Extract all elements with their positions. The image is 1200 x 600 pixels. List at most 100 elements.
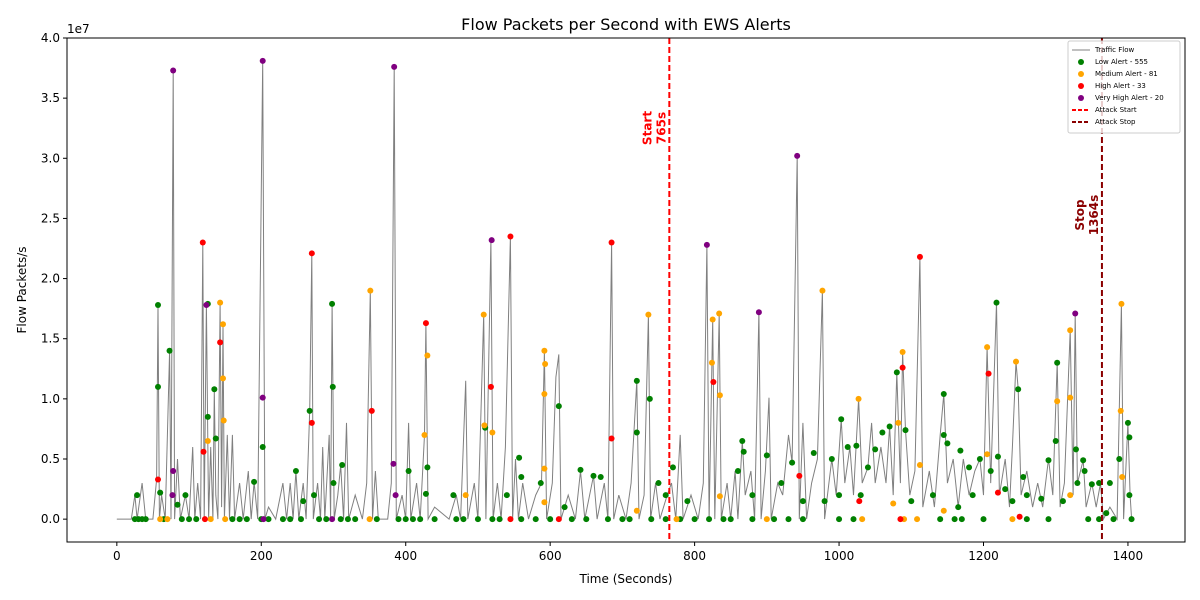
alert-point <box>1052 437 1059 444</box>
alert-point <box>734 468 741 475</box>
alert-point <box>929 492 936 499</box>
alert-point <box>810 449 817 456</box>
alert-point <box>985 370 992 377</box>
legend-label: Attack Start <box>1095 106 1137 114</box>
alert-point <box>838 416 845 423</box>
alert-point <box>844 443 851 450</box>
alert-point <box>655 480 662 487</box>
alert-point <box>951 516 958 523</box>
alert-point <box>955 504 962 511</box>
alert-point <box>207 516 214 523</box>
alert-point <box>853 442 860 449</box>
alert-point <box>646 395 653 402</box>
alert-point <box>619 516 626 523</box>
alert-point <box>352 516 359 523</box>
alert-point <box>662 492 669 499</box>
alert-point <box>1128 516 1135 523</box>
alert-point <box>966 464 973 471</box>
alert-point <box>645 311 652 318</box>
alert-point <box>417 516 424 523</box>
alert-point <box>306 407 313 414</box>
alert-point <box>186 516 193 523</box>
alert-point <box>703 241 710 248</box>
alert-point <box>182 492 189 499</box>
legend-swatch <box>1078 95 1084 101</box>
x-tick-label: 1400 <box>1113 549 1144 563</box>
alert-point <box>1038 495 1045 502</box>
alert-point <box>518 474 525 481</box>
y-offset-label: 1e7 <box>67 22 90 36</box>
alert-point <box>785 516 792 523</box>
alert-point <box>709 316 716 323</box>
alert-point <box>1080 457 1087 464</box>
alert-point <box>893 369 900 376</box>
alert-point <box>496 516 503 523</box>
x-tick-label: 1200 <box>968 549 999 563</box>
alert-point <box>367 287 374 294</box>
alert-point <box>994 453 1001 460</box>
alert-point <box>405 468 412 475</box>
alert-point <box>1103 510 1110 517</box>
alert-point <box>1054 359 1061 366</box>
alert-point <box>1015 386 1022 393</box>
alert-point <box>259 57 266 64</box>
alert-point <box>1085 516 1092 523</box>
x-tick-label: 200 <box>250 549 273 563</box>
x-tick-label: 400 <box>394 549 417 563</box>
alert-point <box>169 492 176 499</box>
alert-point <box>836 492 843 499</box>
alert-point <box>755 309 762 316</box>
alert-point <box>178 516 185 523</box>
alert-point <box>487 383 494 390</box>
alert-point <box>568 516 575 523</box>
alert-point <box>940 431 947 438</box>
alert-point <box>1059 498 1066 505</box>
legend-swatch <box>1078 71 1084 77</box>
alert-point <box>1020 474 1027 481</box>
alert-point <box>555 403 562 410</box>
alert-point <box>450 492 457 499</box>
alert-point <box>292 468 299 475</box>
alert-point <box>329 383 336 390</box>
alert-point <box>890 500 897 507</box>
alert-point <box>474 516 481 523</box>
alert-point <box>1009 516 1016 523</box>
alert-point <box>763 516 770 523</box>
alert-point <box>193 516 200 523</box>
legend-box <box>1067 40 1181 134</box>
legend-label: High Alert - 33 <box>1095 82 1146 90</box>
legend-swatch <box>1078 83 1084 89</box>
alert-point <box>555 516 562 523</box>
alert-point <box>940 391 947 398</box>
attack-label: 1364s <box>1087 195 1101 236</box>
alert-point <box>673 516 680 523</box>
alert-point <box>222 516 229 523</box>
plot-frame <box>66 37 1186 543</box>
alert-point <box>541 347 548 354</box>
alert-point <box>749 516 756 523</box>
alert-point <box>532 516 539 523</box>
alert-point <box>872 446 879 453</box>
alert-point <box>716 392 723 399</box>
alert-point <box>421 431 428 438</box>
alert-point <box>503 492 510 499</box>
alert-point <box>799 498 806 505</box>
alert-point <box>243 516 250 523</box>
alert-point <box>879 429 886 436</box>
alert-point <box>251 478 258 485</box>
alert-point <box>217 339 224 346</box>
alert-point <box>489 516 496 523</box>
alert-point <box>608 435 615 442</box>
alert-point <box>604 516 611 523</box>
alert-point <box>691 516 698 523</box>
alert-point <box>944 440 951 447</box>
alert-point <box>1088 481 1095 488</box>
y-tick-label: 2.5 <box>41 211 60 225</box>
alert-point <box>174 501 181 508</box>
alert-point <box>1117 407 1124 414</box>
alert-point <box>857 492 864 499</box>
alert-point <box>1110 516 1117 523</box>
alert-point <box>330 480 337 487</box>
alert-point <box>976 456 983 463</box>
alert-point <box>706 516 713 523</box>
